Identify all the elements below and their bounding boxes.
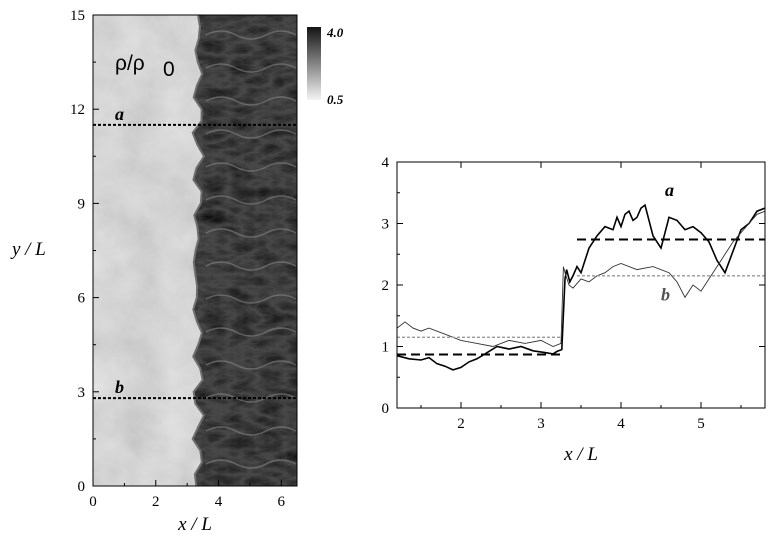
y-tick-label: 1 — [382, 340, 390, 356]
left-x-axis-title: x / L — [177, 514, 212, 535]
y-tick-label: 0 — [382, 401, 390, 417]
x-tick-label: 5 — [697, 416, 705, 432]
colorbar: 4.0 0.5 — [307, 25, 344, 107]
y-tick-label: 3 — [382, 217, 390, 233]
shocked-streak — [205, 360, 297, 370]
shocked-texture — [192, 15, 297, 486]
y-tick-label: 15 — [70, 8, 85, 24]
series-a — [396, 203, 766, 371]
shocked-streak — [205, 30, 297, 40]
series-b — [396, 210, 766, 347]
y-tick-label: 0 — [78, 479, 86, 495]
y-tick-label: 3 — [78, 385, 86, 401]
x-tick-label: 4 — [617, 416, 625, 432]
shocked-streak — [205, 63, 297, 73]
field-label-subscript: 0 — [163, 58, 175, 81]
x-tick-label: 4 — [215, 494, 223, 510]
colorbar-max-label: 4.0 — [326, 25, 344, 40]
curve-label-a: a — [665, 180, 674, 200]
y-tick-label: 12 — [70, 102, 85, 118]
x-tick-label: 2 — [152, 494, 160, 510]
left-y-axis-title: y / L — [10, 239, 46, 260]
shocked-streak — [205, 261, 297, 271]
shocked-streak — [205, 426, 297, 436]
y-tick-label: 4 — [382, 155, 390, 171]
shocked-streak — [205, 96, 297, 106]
x-tick-label: 3 — [537, 416, 545, 432]
cut-line-label-b: b — [115, 377, 124, 397]
shocked-streak — [205, 162, 297, 172]
shocked-streak — [205, 393, 297, 403]
shocked-streak — [205, 459, 297, 469]
shocked-streak — [205, 129, 297, 139]
density-profile-plot: a b 2 3 4 5 0 1 2 3 4 x / L — [382, 155, 766, 465]
y-tick-label: 9 — [78, 196, 86, 212]
shocked-streak — [205, 228, 297, 238]
colorbar-min-label: 0.5 — [327, 92, 344, 107]
right-x-axis-title: x / L — [563, 444, 598, 465]
shocked-streak — [205, 294, 297, 304]
shocked-streak — [205, 327, 297, 337]
y-tick-label: 6 — [78, 291, 86, 307]
field-label: ρ/ρ — [115, 52, 145, 75]
x-tick-label: 2 — [457, 416, 465, 432]
cut-line-label-a: a — [115, 104, 124, 124]
density-map-panel: a b ρ/ρ 0 0 2 4 6 0 3 6 9 12 15 x / L y / L 4.0 0.5 — [10, 8, 344, 535]
curve-label-b: b — [661, 284, 670, 304]
y-tick-label: 2 — [382, 278, 390, 294]
right-plot-frame — [396, 161, 766, 409]
shock-front — [191, 14, 206, 487]
shocked-streak — [205, 195, 297, 205]
density-field-image — [93, 14, 297, 487]
x-tick-label: 6 — [278, 494, 286, 510]
colorbar-gradient — [307, 27, 321, 100]
x-tick-label: 0 — [89, 494, 97, 510]
